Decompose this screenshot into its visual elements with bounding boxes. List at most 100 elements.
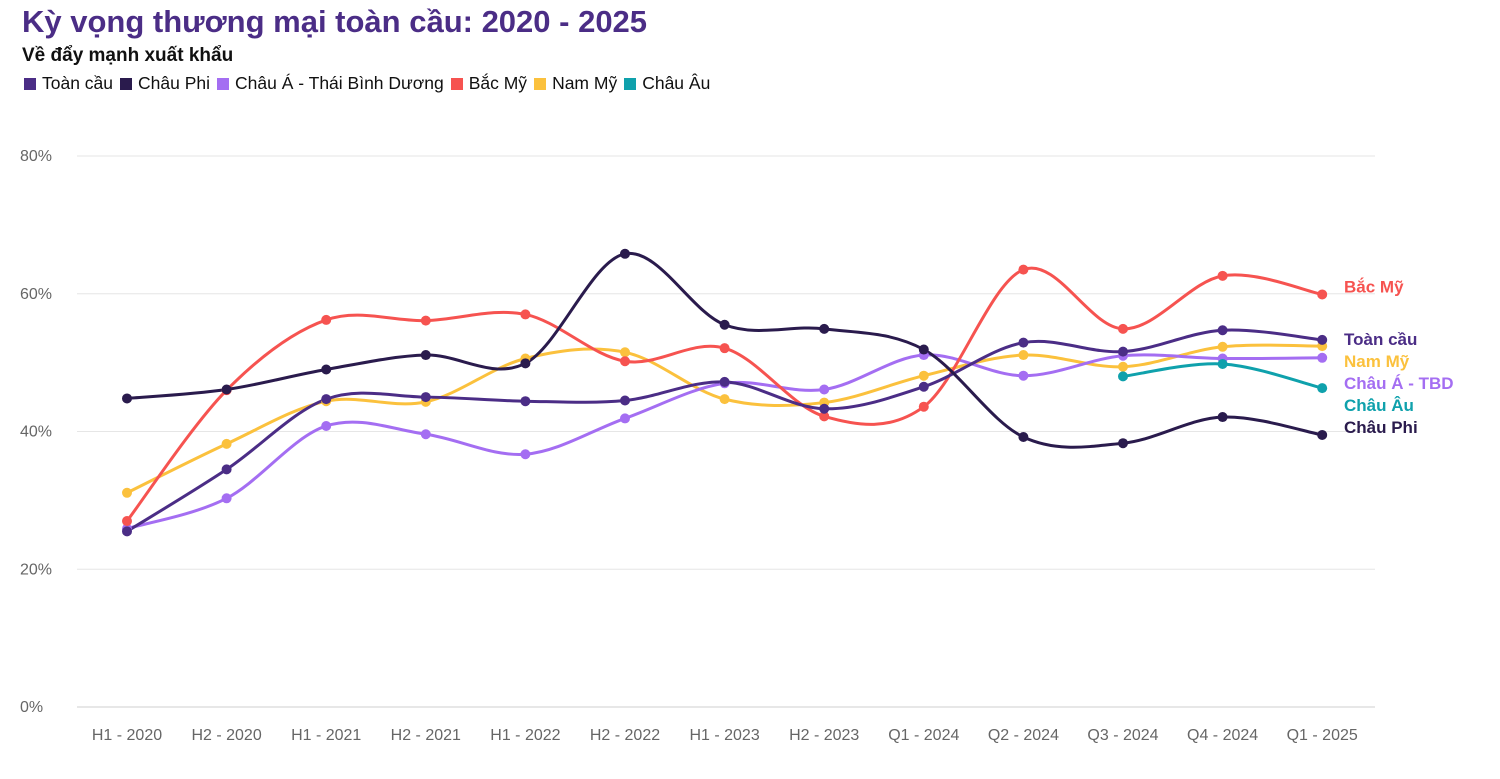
- data-point-bac-my: [620, 356, 630, 367]
- legend-label: Châu Á - Thái Bình Dương: [235, 73, 444, 93]
- chart-subtitle: Về đẩy mạnh xuất khẩu: [22, 45, 234, 66]
- legend: Toàn cầu Châu Phi Châu Á - Thái Bình Dương…: [24, 73, 717, 94]
- legend-item-toan-cau: Toàn cầu: [24, 73, 113, 94]
- data-point-bac-my: [1317, 289, 1328, 300]
- data-point-chau-a-thai-binh-duong: [321, 420, 332, 431]
- series-line-toan-cau: [125, 328, 1324, 533]
- series-points: [122, 248, 1328, 537]
- data-point-bac-my: [122, 516, 132, 527]
- x-tick-label: H2 - 2023: [789, 727, 859, 744]
- data-point-chau-phi: [1118, 438, 1128, 449]
- end-label-bac-my: Bắc Mỹ: [1344, 277, 1404, 296]
- data-point-nam-my: [918, 370, 929, 381]
- legend-label: Châu Phi: [138, 73, 211, 93]
- data-point-bac-my: [819, 411, 830, 422]
- data-point-nam-my: [620, 347, 630, 358]
- legend-swatch: [534, 77, 547, 90]
- end-label-chau-phi: Châu Phi: [1344, 418, 1418, 437]
- data-point-toan-cau: [1217, 325, 1228, 336]
- legend-item-bac-my: Bắc Mỹ: [450, 73, 528, 94]
- end-label-chau-au: Châu Âu: [1344, 396, 1414, 415]
- data-point-chau-phi: [620, 248, 630, 259]
- data-point-toan-cau: [918, 381, 929, 392]
- data-point-nam-my: [221, 438, 232, 449]
- data-point-chau-a-thai-binh-duong: [819, 384, 830, 395]
- x-tick-label: Q2 - 2024: [988, 727, 1059, 744]
- data-point-chau-a-thai-binh-duong: [1018, 370, 1029, 381]
- legend-swatch: [217, 77, 230, 90]
- x-tick-label: H1 - 2020: [92, 727, 162, 744]
- data-point-chau-au: [1217, 359, 1228, 370]
- data-point-toan-cau: [719, 376, 730, 387]
- x-tick-label: H1 - 2023: [689, 727, 759, 744]
- legend-label: Bắc Mỹ: [468, 73, 528, 93]
- legend-swatch: [120, 77, 133, 90]
- x-tick-label: Q3 - 2024: [1087, 727, 1158, 744]
- data-point-nam-my: [1118, 361, 1128, 372]
- legend-label: Châu Âu: [642, 73, 711, 93]
- y-tick-label: 20%: [20, 561, 52, 578]
- legend-item-nam-my: Nam Mỹ: [534, 73, 617, 94]
- data-point-bac-my: [719, 343, 730, 354]
- x-tick-label: Q1 - 2025: [1287, 727, 1358, 744]
- y-axis-ticks: 0% 20% 40% 60% 80%: [20, 148, 52, 716]
- chart-title: Kỳ vọng thương mại toàn cầu: 2020 - 2025: [22, 4, 648, 39]
- x-tick-label: H2 - 2022: [590, 727, 660, 744]
- data-point-chau-phi: [520, 358, 531, 369]
- data-point-chau-phi: [819, 323, 830, 334]
- end-label-toan-cau: Toàn cầu: [1344, 330, 1417, 349]
- y-tick-label: 60%: [20, 286, 52, 303]
- legend-label: Nam Mỹ: [552, 73, 618, 93]
- data-point-bac-my: [1018, 264, 1029, 275]
- end-label-nam-my: Nam Mỹ: [1344, 352, 1410, 371]
- legend-item-chau-au: Châu Âu: [624, 73, 710, 94]
- data-point-toan-cau: [819, 403, 830, 414]
- legend-swatch: [624, 77, 637, 90]
- data-point-toan-cau: [122, 526, 132, 537]
- legend-swatch: [450, 77, 463, 90]
- y-tick-label: 80%: [20, 148, 52, 165]
- data-point-chau-phi: [221, 384, 232, 395]
- x-tick-label: H2 - 2021: [391, 727, 461, 744]
- data-point-nam-my: [122, 487, 132, 498]
- data-point-nam-my: [719, 394, 730, 405]
- data-point-toan-cau: [1018, 337, 1029, 348]
- series-lines: [125, 252, 1324, 533]
- data-point-nam-my: [1217, 341, 1228, 352]
- data-point-toan-cau: [420, 392, 431, 403]
- legend-item-chau-phi: Châu Phi: [120, 73, 210, 94]
- data-point-bac-my: [420, 315, 431, 326]
- gridlines: [77, 155, 1375, 708]
- data-point-toan-cau: [1118, 346, 1128, 357]
- data-point-nam-my: [1018, 350, 1029, 361]
- data-point-chau-phi: [1217, 412, 1228, 423]
- y-tick-label: 0%: [20, 699, 43, 716]
- data-point-toan-cau: [221, 464, 232, 475]
- data-point-chau-phi: [321, 364, 332, 375]
- series-end-labels: Toàn cầu Châu Phi Châu Á - TBD Bắc Mỹ Nam Mỹ…: [1344, 277, 1454, 437]
- data-point-chau-phi: [122, 393, 132, 404]
- x-tick-label: Q4 - 2024: [1187, 727, 1258, 744]
- data-point-chau-phi: [918, 344, 929, 355]
- data-point-toan-cau: [321, 394, 332, 405]
- x-tick-label: H1 - 2021: [291, 727, 361, 744]
- data-point-chau-phi: [1018, 432, 1029, 443]
- data-point-chau-a-thai-binh-duong: [221, 493, 232, 504]
- data-point-chau-phi: [1317, 429, 1328, 440]
- end-label-chau-a-thai-binh-duong: Châu Á - TBD: [1344, 374, 1454, 393]
- x-axis-ticks: H1 - 2020 H2 - 2020 H1 - 2021 H2 - 2021 H1 -…: [92, 727, 1358, 744]
- data-point-chau-a-thai-binh-duong: [520, 449, 531, 460]
- data-point-bac-my: [1217, 270, 1228, 281]
- data-point-chau-a-thai-binh-duong: [420, 429, 431, 440]
- data-point-chau-a-thai-binh-duong: [620, 413, 630, 424]
- legend-label: Toàn cầu: [42, 73, 114, 93]
- data-point-chau-phi: [719, 319, 730, 330]
- data-point-bac-my: [1118, 323, 1128, 334]
- data-point-chau-au: [1317, 383, 1328, 394]
- data-point-toan-cau: [520, 396, 531, 407]
- data-point-chau-phi: [420, 350, 431, 361]
- legend-item-chau-a-thai-binh-duong: Châu Á - Thái Bình Dương: [217, 73, 444, 94]
- x-tick-label: Q1 - 2024: [888, 727, 959, 744]
- data-point-bac-my: [918, 401, 929, 412]
